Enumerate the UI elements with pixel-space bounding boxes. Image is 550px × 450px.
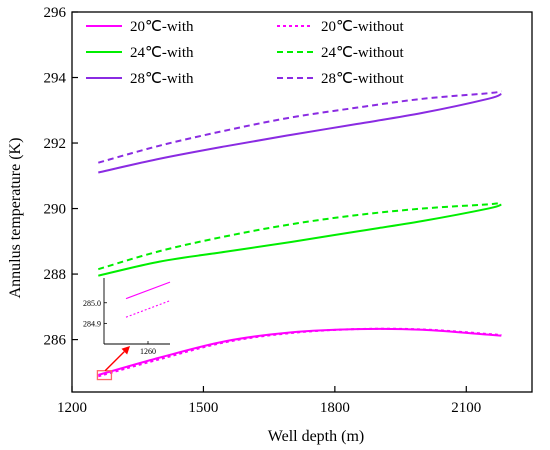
inset-plot: 284.9 285.0 1260 xyxy=(83,278,171,372)
inset-y-tick-label: 284.9 xyxy=(83,319,101,328)
y-axis-title: Annulus temperature (K) xyxy=(7,138,24,299)
legend-label: 24℃-with xyxy=(130,45,194,61)
legend-label: 24℃-without xyxy=(321,45,405,61)
x-tick-label: 2100 xyxy=(451,400,481,416)
zoom-arrowhead xyxy=(121,346,130,355)
inset-y-tick-label: 285.0 xyxy=(83,299,101,308)
y-tick-label: 294 xyxy=(44,71,67,87)
series-line xyxy=(98,203,502,277)
zoom-arrow-line xyxy=(104,351,125,372)
plot-frame xyxy=(71,11,533,393)
series-line xyxy=(98,327,502,376)
inset-series-line xyxy=(125,281,171,300)
y-tick-label: 286 xyxy=(44,333,67,349)
y-tick-label: 292 xyxy=(44,136,67,152)
zoom-indicator xyxy=(96,370,113,381)
axis-ticks: 1200 1500 1800 2100 286 288 290 292 294 296 xyxy=(44,5,482,416)
x-tick-label: 1800 xyxy=(320,400,350,416)
legend: 20℃-with 20℃-without 24℃-with 24℃-without 28… xyxy=(86,19,405,87)
inset-series-line xyxy=(125,300,171,318)
y-tick-label: 290 xyxy=(44,202,67,218)
series-line xyxy=(98,327,502,378)
legend-label: 28℃-with xyxy=(130,71,194,87)
legend-label: 20℃-with xyxy=(130,19,194,35)
series-layer xyxy=(98,90,502,378)
x-tick-label: 1200 xyxy=(57,400,87,416)
series-line xyxy=(98,92,502,174)
x-tick-label: 1500 xyxy=(188,400,218,416)
plot-border xyxy=(71,11,533,393)
series-line xyxy=(98,201,502,271)
y-tick-label: 296 xyxy=(44,5,67,21)
x-axis-title: Well depth (m) xyxy=(268,428,364,445)
legend-label: 28℃-without xyxy=(321,71,405,87)
series-line xyxy=(98,90,502,164)
legend-label: 20℃-without xyxy=(321,19,405,35)
inset-x-tick-label: 1260 xyxy=(140,347,156,356)
zoom-box xyxy=(96,370,113,381)
y-tick-label: 288 xyxy=(44,267,67,283)
